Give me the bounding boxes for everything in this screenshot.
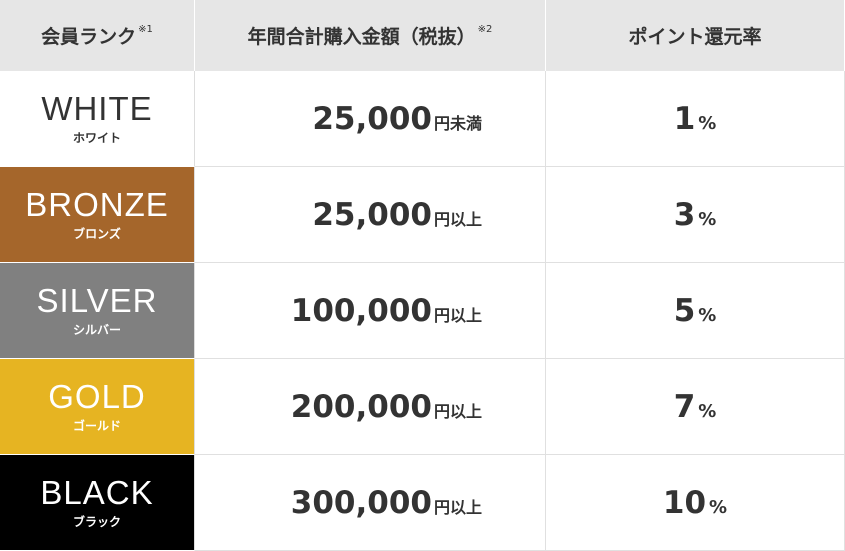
rate-cell: 5 % (546, 263, 845, 359)
rank-name: GOLD (48, 378, 146, 415)
amount-suffix: 円以上 (433, 210, 482, 229)
header-rank-label: 会員ランク (41, 26, 137, 48)
rank-cell: BRONZE ブロンズ (0, 167, 195, 263)
rate-unit: % (698, 401, 717, 422)
rate-value: 7 (673, 389, 696, 425)
rank-name: BRONZE (25, 186, 169, 223)
rank-cell: GOLD ゴールド (0, 359, 195, 455)
rate-value: 1 (673, 101, 696, 137)
rate-unit: % (698, 305, 717, 326)
header-rank: 会員ランク ※1 (0, 0, 195, 71)
rank-name-kana: ブラック (72, 515, 121, 529)
footnote-mark: ※1 (138, 24, 153, 35)
rate-cell: 1 % (546, 71, 845, 167)
amount-suffix: 円以上 (433, 306, 482, 325)
rate-value: 3 (673, 197, 696, 233)
rate-value: 5 (673, 293, 696, 329)
rank-name: SILVER (36, 282, 158, 319)
amount-value: 200,000 (290, 389, 432, 425)
amount-cell: 300,000 円以上 (195, 455, 546, 551)
rank-cell: BLACK ブラック (0, 455, 195, 551)
amount-cell: 25,000 円未満 (195, 71, 546, 167)
rank-cell: SILVER シルバー (0, 263, 195, 359)
amount-suffix: 円以上 (433, 402, 482, 421)
amount-suffix: 円未満 (433, 114, 482, 133)
header-rate: ポイント還元率 (546, 0, 845, 71)
rate-cell: 10 % (546, 455, 845, 551)
rate-unit: % (709, 497, 728, 518)
rank-cell: WHITE ホワイト (0, 71, 195, 167)
amount-value: 100,000 (290, 293, 432, 329)
amount-cell: 25,000 円以上 (195, 167, 546, 263)
rank-name-kana: シルバー (72, 323, 121, 337)
rate-unit: % (698, 209, 717, 230)
rate-unit: % (698, 113, 717, 134)
amount-cell: 200,000 円以上 (195, 359, 546, 455)
header-rate-label: ポイント還元率 (628, 26, 762, 48)
rank-name-kana: ゴールド (72, 419, 121, 433)
amount-value: 300,000 (290, 485, 432, 521)
amount-suffix: 円以上 (433, 498, 482, 517)
header-amount: 年間合計購入金額（税抜） ※2 (195, 0, 546, 71)
rate-value: 10 (662, 485, 707, 521)
rank-name: BLACK (40, 474, 154, 511)
amount-value: 25,000 (312, 197, 432, 233)
amount-value: 25,000 (312, 101, 432, 137)
footnote-mark: ※2 (477, 24, 493, 35)
rank-name-kana: ホワイト (72, 131, 121, 145)
header-amount-label: 年間合計購入金額（税抜） (247, 26, 476, 48)
rank-name-kana: ブロンズ (73, 227, 121, 241)
rank-name: WHITE (41, 90, 153, 127)
rate-cell: 7 % (546, 359, 845, 455)
amount-cell: 100,000 円以上 (195, 263, 546, 359)
rate-cell: 3 % (546, 167, 845, 263)
